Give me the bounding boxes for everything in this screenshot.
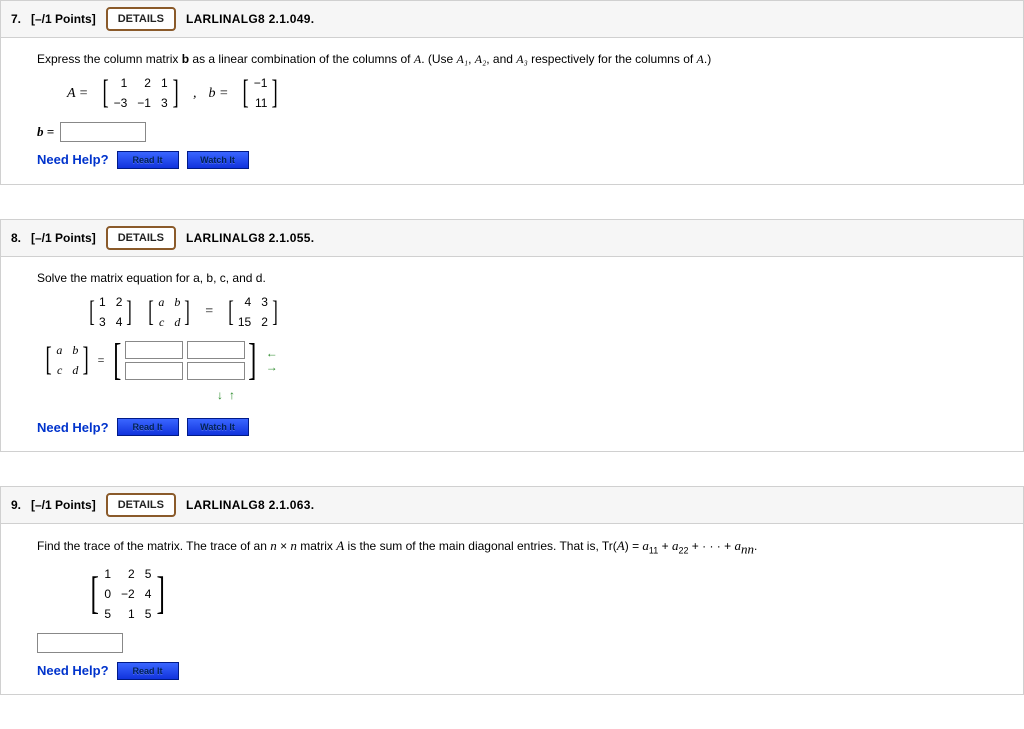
matrix-2: [ ab cd ] [146, 293, 192, 331]
details-button[interactable]: DETAILS [106, 226, 176, 250]
read-it-button[interactable]: Read It [117, 151, 179, 169]
question-9: 9. [–/1 Points] DETAILS LARLINALG8 2.1.0… [0, 486, 1024, 695]
answer-row: b = [37, 122, 997, 142]
question-header: 7. [–/1 Points] DETAILS LARLINALG8 2.1.0… [1, 1, 1023, 38]
matrix-A: [ 121 −3−13 ] [100, 74, 181, 112]
remove-row-icon[interactable]: ↑ [229, 386, 235, 404]
points-label: [–/1 Points] [31, 231, 96, 245]
question-number: 9. [11, 498, 21, 512]
matrix-1: [ 12 34 ] [87, 293, 134, 331]
b-label: b = [208, 83, 228, 104]
question-number: 7. [11, 12, 21, 26]
read-it-button[interactable]: Read It [117, 418, 179, 436]
answer-label: b = [37, 122, 54, 142]
need-help-row: Need Help? Read It [37, 661, 997, 681]
watch-it-button[interactable]: Watch It [187, 418, 249, 436]
question-body: Solve the matrix equation for a, b, c, a… [1, 257, 1023, 452]
answer-input[interactable] [37, 633, 123, 653]
matrix-answer-block: [ ab cd ] = [ ] ← → [43, 341, 997, 380]
answer-matrix-label: [ ab cd ] [43, 341, 92, 379]
add-col-icon[interactable]: ← [266, 347, 278, 359]
matrix-3: [ 43 152 ] [226, 293, 280, 331]
question-7: 7. [–/1 Points] DETAILS LARLINALG8 2.1.0… [0, 0, 1024, 185]
prompt-text: Solve the matrix equation for a, b, c, a… [37, 269, 997, 287]
matrix-input-b[interactable] [187, 341, 245, 359]
watch-it-button[interactable]: Watch It [187, 151, 249, 169]
answer-row [37, 633, 997, 653]
answer-input[interactable] [60, 122, 146, 142]
details-button[interactable]: DETAILS [106, 493, 176, 517]
points-label: [–/1 Points] [31, 498, 96, 512]
matrix-input-d[interactable] [187, 362, 245, 380]
prompt-text: Find the trace of the matrix. The trace … [37, 536, 997, 559]
question-body: Find the trace of the matrix. The trace … [1, 524, 1023, 694]
matrix-M: [ 125 0−24 515 ] [87, 565, 997, 623]
matrix-b: [ −1 11 ] [240, 74, 280, 112]
answer-matrix-inputs: [ ] [110, 341, 259, 380]
read-it-button[interactable]: Read It [117, 662, 179, 680]
equals: = [98, 351, 105, 369]
matrix-equation: [ 12 34 ] [ ab cd ] = [ 43 15 [87, 293, 997, 331]
question-8: 8. [–/1 Points] DETAILS LARLINALG8 2.1.0… [0, 219, 1024, 453]
need-help-label: Need Help? [37, 661, 109, 681]
matrix-definition: A = [ 121 −3−13 ] , b = [ −1 11 ] [67, 74, 997, 112]
row-arrows: ↓ ↑ [217, 386, 997, 404]
col-arrows: ← → [266, 347, 278, 373]
need-help-row: Need Help? Read It Watch It [37, 418, 997, 438]
question-reference: LARLINALG8 2.1.049. [186, 12, 314, 26]
points-label: [–/1 Points] [31, 12, 96, 26]
need-help-label: Need Help? [37, 418, 109, 438]
matrix-input-a[interactable] [125, 341, 183, 359]
question-number: 8. [11, 231, 21, 245]
prompt-text: Express the column matrix b as a linear … [37, 50, 997, 68]
remove-col-icon[interactable]: → [266, 361, 278, 373]
details-button[interactable]: DETAILS [106, 7, 176, 31]
question-header: 9. [–/1 Points] DETAILS LARLINALG8 2.1.0… [1, 487, 1023, 524]
need-help-label: Need Help? [37, 150, 109, 170]
question-header: 8. [–/1 Points] DETAILS LARLINALG8 2.1.0… [1, 220, 1023, 257]
question-reference: LARLINALG8 2.1.063. [186, 498, 314, 512]
need-help-row: Need Help? Read It Watch It [37, 150, 997, 170]
equals: = [204, 301, 213, 322]
matrix-input-c[interactable] [125, 362, 183, 380]
question-reference: LARLINALG8 2.1.055. [186, 231, 314, 245]
question-body: Express the column matrix b as a linear … [1, 38, 1023, 184]
add-row-icon[interactable]: ↓ [217, 386, 223, 404]
A-label: A = [67, 83, 88, 104]
